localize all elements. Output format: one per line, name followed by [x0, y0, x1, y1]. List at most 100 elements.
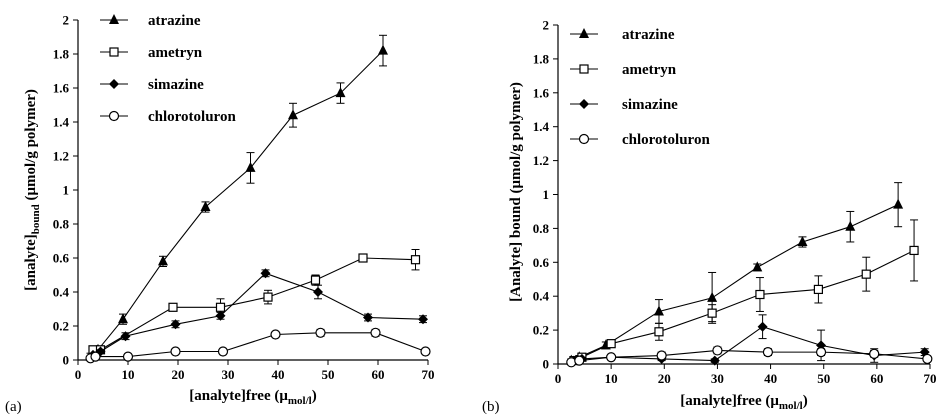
x-tick-label: 70	[924, 371, 937, 386]
x-tick-label: 20	[658, 371, 671, 386]
y-tick-label: 1.8	[53, 47, 70, 62]
x-tick-label: 60	[372, 367, 385, 382]
data-point-chlorotoluron	[869, 348, 880, 359]
legend-label: chlorotoluron	[622, 132, 710, 148]
data-point-chlorotoluron	[712, 345, 723, 356]
x-axis-title-unit: μ	[770, 393, 779, 409]
legend-item-atrazine: atrazine	[570, 27, 675, 43]
legend-marker-ametryn	[579, 64, 589, 74]
legend-label: atrazine	[622, 27, 675, 43]
data-point-atrazine	[893, 198, 904, 209]
legend-item-ametryn: ametryn	[570, 62, 677, 78]
data-point-chlorotoluron	[606, 352, 617, 363]
series-line-simazine	[92, 272, 424, 356]
data-point-simazine	[260, 268, 271, 279]
y-tick-label: 0.4	[533, 289, 550, 304]
x-tick-label: 60	[870, 371, 883, 386]
data-point-ametryn	[755, 289, 765, 300]
data-point-simazine	[313, 287, 323, 297]
legend-item-ametryn: ametryn	[100, 45, 203, 61]
data-point-ametryn	[909, 245, 919, 256]
y-tick-label: 1.4	[533, 119, 550, 134]
data-point-chlorotoluron	[922, 353, 933, 365]
data-point-simazine	[363, 312, 373, 323]
x-tick-label: 10	[605, 371, 618, 386]
panel-label: (a)	[5, 399, 22, 415]
series-simazine	[88, 268, 428, 360]
x-axis-title-main: [analyte]free (	[680, 393, 770, 409]
y-tick-label: 1.6	[53, 81, 70, 96]
legend-item-atrazine: atrazine	[100, 13, 201, 29]
data-point-atrazine	[158, 255, 168, 266]
x-axis-title-close: )	[312, 388, 317, 404]
data-point-atrazine	[118, 313, 128, 324]
legend-marker-chlorotoluron	[578, 133, 590, 145]
legend-label: simazine	[622, 97, 678, 113]
data-point-atrazine	[653, 305, 664, 316]
legend-item-simazine: simazine	[570, 97, 678, 113]
x-axis-title: [analyte]free (μmol/l)	[680, 393, 807, 412]
y-tick-label: 0	[543, 357, 550, 372]
data-point-atrazine	[707, 291, 718, 302]
data-point-chlorotoluron	[315, 327, 326, 338]
y-tick-label: 2	[63, 13, 70, 28]
panel-label: (b)	[482, 399, 500, 415]
x-axis-title: [analyte]free (μmol/l)	[189, 388, 316, 407]
data-point-chlorotoluron	[815, 347, 827, 358]
data-point-ametryn	[861, 269, 871, 279]
x-tick-label: 20	[172, 367, 185, 382]
data-point-ametryn	[168, 302, 178, 312]
x-tick-label: 70	[422, 367, 435, 382]
y-tick-label: 0.2	[53, 319, 69, 334]
legend-marker-atrazine	[109, 14, 119, 24]
series-line-ametryn	[93, 257, 416, 351]
legend-marker-simazine	[109, 79, 119, 89]
data-point-ametryn	[813, 284, 824, 295]
data-point-chlorotoluron	[217, 346, 229, 357]
data-point-chlorotoluron	[270, 329, 281, 340]
y-tick-label: 2	[543, 18, 550, 33]
series-chlorotoluron	[85, 327, 431, 364]
x-axis-title-unit: μ	[279, 388, 288, 404]
x-tick-label: 30	[711, 371, 724, 386]
x-tick-label: 10	[122, 367, 135, 382]
series-atrazine	[566, 182, 904, 365]
y-tick-label: 1.2	[53, 149, 69, 164]
data-point-simazine	[709, 355, 720, 366]
data-point-simazine	[215, 310, 226, 321]
data-point-atrazine	[797, 235, 808, 246]
y-tick-label: 0.6	[53, 251, 70, 266]
y-tick-label: 0.8	[53, 217, 70, 232]
series-line-ametryn	[573, 249, 915, 362]
data-point-atrazine	[200, 201, 211, 211]
data-point-simazine	[120, 331, 131, 342]
y-axis-title-rest: (μmol/g polymer)	[23, 89, 39, 204]
data-point-chlorotoluron	[656, 350, 667, 361]
y-tick-label: 1.6	[533, 85, 550, 100]
series-atrazine	[85, 34, 388, 361]
y-tick-label: 1	[543, 187, 550, 202]
data-point-atrazine	[752, 261, 763, 272]
legend-label: ametryn	[148, 45, 203, 61]
data-point-chlorotoluron	[762, 347, 774, 358]
data-point-atrazine	[245, 161, 256, 172]
data-point-chlorotoluron	[370, 327, 381, 338]
x-tick-label: 40	[272, 367, 285, 382]
chart-panel-1: 0 10 20 30 40 50 60 70 0 0.2 0.4 0.6 0.8 1 1.2 1.4 1.6 1.…	[482, 18, 937, 416]
data-point-ametryn	[310, 275, 321, 285]
legend-label: chlorotoluron	[148, 109, 236, 125]
data-point-chlorotoluron	[90, 351, 101, 362]
data-point-ametryn	[263, 292, 273, 302]
data-point-atrazine	[845, 220, 856, 231]
data-point-ametryn	[707, 308, 717, 318]
x-tick-label: 30	[222, 367, 235, 382]
y-tick-label: 0.4	[53, 285, 70, 300]
y-axis-title-main: [Analyte] bound (μmol/g polymer)	[508, 82, 524, 302]
series-ametryn	[88, 249, 421, 355]
x-axis-title-unit-sub: mol/l	[288, 395, 312, 407]
data-point-ametryn	[410, 255, 421, 265]
x-tick-label: 50	[817, 371, 830, 386]
data-point-simazine	[757, 321, 768, 332]
y-axis-title: [analyte]bound (μmol/g polymer)	[23, 89, 42, 291]
y-tick-label: 0.2	[533, 323, 549, 338]
